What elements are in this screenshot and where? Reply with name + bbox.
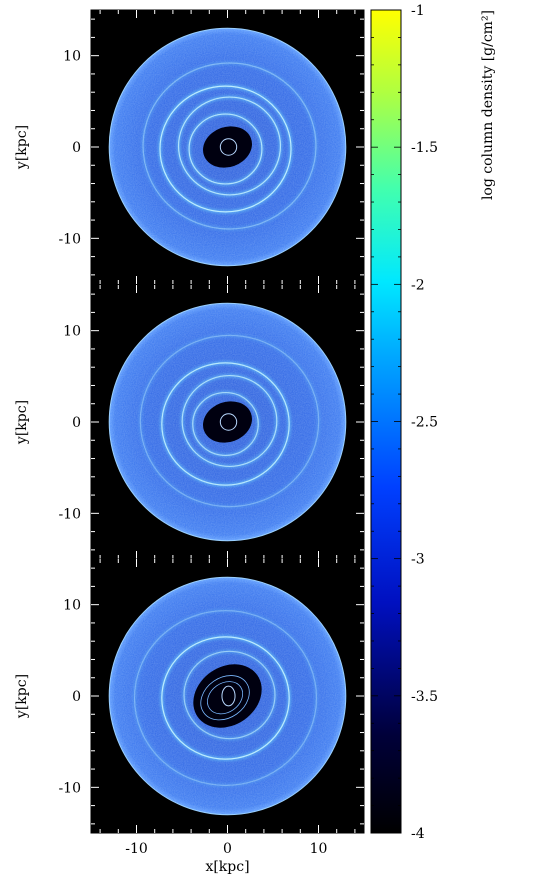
y-tick-label: -10: [58, 506, 81, 522]
colorbar-tick-label: -1: [411, 3, 425, 19]
x-tick-label: 10: [310, 841, 328, 857]
density-ring: [181, 374, 278, 468]
colorbar: -1 -1.5 -2 -2.5 -3 -3.5 -4 log column density […: [370, 3, 496, 842]
density-ring: [133, 610, 318, 786]
density-ring: [177, 96, 282, 196]
inner-arc: [200, 675, 250, 721]
y-tick-label: -10: [58, 231, 81, 247]
density-ring: [139, 334, 320, 508]
y-tick-label: -10: [58, 780, 81, 796]
y-axis-label: y[kpc]: [14, 674, 30, 719]
y-tick-label: 10: [63, 49, 81, 65]
y-axis-label: y[kpc]: [14, 400, 30, 445]
y-tick-label: 0: [72, 415, 81, 431]
inner-arc: [207, 681, 244, 715]
density-ring: [142, 62, 317, 230]
colorbar-tick-label: -3.5: [411, 689, 438, 705]
colorbar-tick-label: -3: [411, 552, 425, 568]
colorbar-tick-label: -4: [411, 826, 425, 842]
x-tick-label: 0: [223, 841, 232, 857]
density-ring: [159, 85, 292, 213]
panel-bottom: 10 0 -10 y[kpc] -10 0 10 x[kpc]: [14, 558, 365, 875]
density-ring: [161, 636, 290, 760]
disk-edge: [108, 27, 347, 267]
colorbar-tick-label: -2.5: [411, 415, 438, 431]
y-tick-label: 10: [63, 324, 81, 340]
density-ring: [188, 113, 263, 185]
x-axis-label: x[kpc]: [205, 859, 249, 875]
panels-group: 10 0 -10 y[kpc] 10 0 -10 y[kpc] 10 0 -10 y[kpc] -10 0…: [14, 9, 365, 875]
y-tick-label: 0: [72, 689, 81, 705]
density-ring: [161, 362, 290, 486]
central-cavity: [203, 401, 252, 443]
panel-middle: 10 0 -10 y[kpc]: [14, 284, 365, 560]
density-ring-glow: [141, 61, 318, 231]
colorbar-label: log column density [g/cm²]: [480, 10, 496, 200]
density-ring-glow: [132, 608, 319, 788]
central-ring: [219, 413, 238, 431]
disk-edge: [108, 302, 347, 542]
disk-edge: [108, 576, 347, 816]
colorbar-tick-label: -1.5: [411, 140, 438, 156]
central-cavity: [203, 126, 252, 168]
y-tick-label: 10: [63, 598, 81, 614]
central-ring: [219, 138, 238, 156]
panel-top: 10 0 -10 y[kpc]: [14, 9, 365, 285]
central-ring: [221, 685, 236, 707]
density-ring: [183, 650, 276, 740]
colorbar-tick-label: -2: [411, 277, 425, 293]
y-axis-label: y[kpc]: [14, 125, 30, 170]
density-ring: [192, 391, 259, 457]
y-tick-label: 0: [72, 140, 81, 156]
x-tick-label: -10: [125, 841, 148, 857]
density-ring-glow: [138, 333, 321, 509]
